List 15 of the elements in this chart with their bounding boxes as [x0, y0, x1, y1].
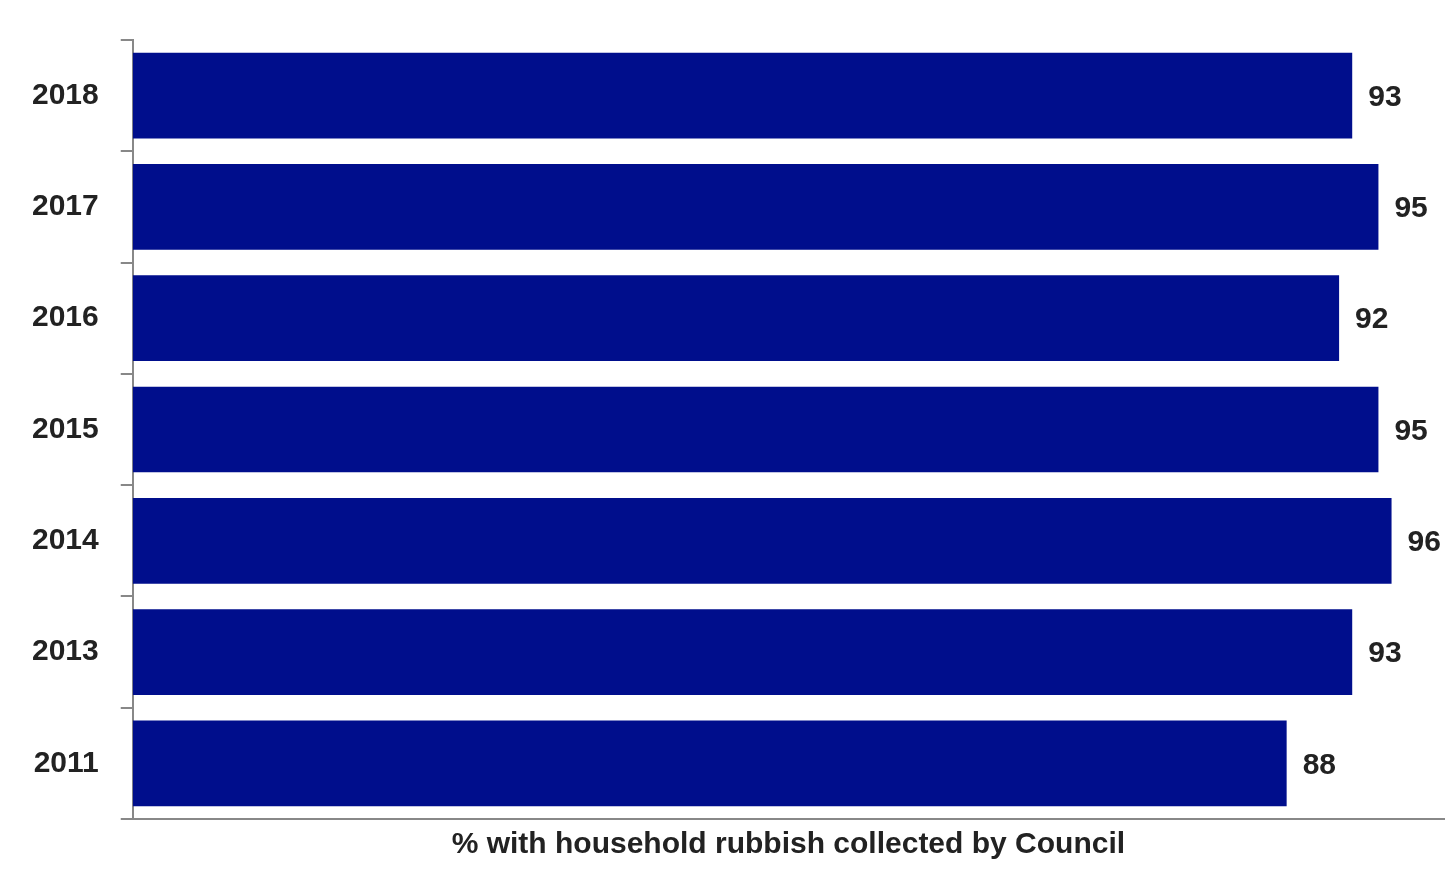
data-label: 95 — [1394, 190, 1428, 224]
y-tick-label: 2011 — [33, 744, 99, 778]
data-label: 93 — [1368, 635, 1402, 669]
y-tick-label: 2016 — [31, 299, 99, 333]
y-tick-label: 2013 — [31, 633, 99, 667]
y-tick-label: 2018 — [31, 76, 99, 110]
y-tick-label: 2017 — [31, 188, 99, 222]
data-label: 96 — [1407, 524, 1441, 558]
y-tick-label: 2015 — [31, 410, 99, 444]
x-axis-title: % with household rubbish collected by Council — [451, 826, 1126, 860]
data-label: 92 — [1355, 301, 1389, 335]
data-label: 88 — [1302, 746, 1337, 780]
y-tick-label: 2014 — [31, 522, 100, 556]
data-label: 95 — [1394, 412, 1428, 446]
data-label: 93 — [1368, 78, 1402, 112]
